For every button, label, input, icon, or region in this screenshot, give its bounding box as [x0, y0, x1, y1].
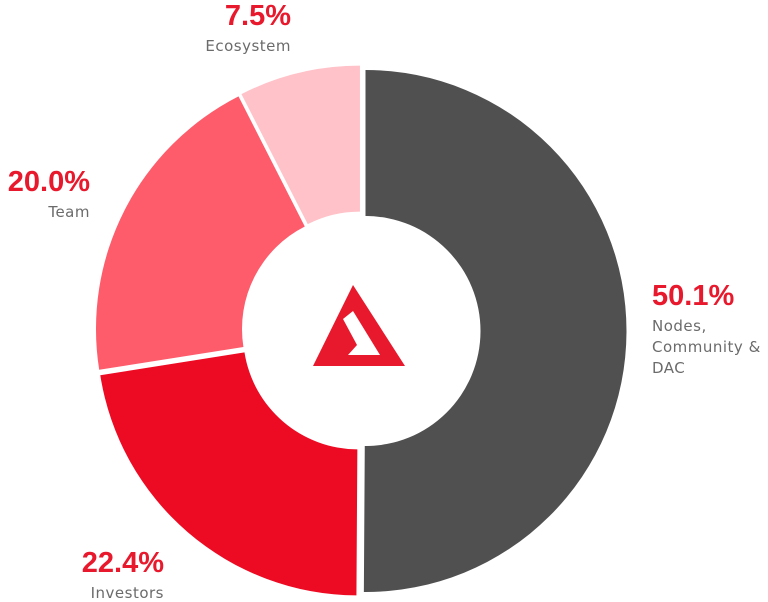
nodes-community-dac-label: Nodes,: [652, 317, 707, 335]
donut-slice: [100, 352, 358, 596]
nodes-percent-label: 50.1%: [652, 280, 734, 312]
ecosystem-label: Ecosystem: [205, 37, 291, 55]
ecosystem-percent-label: 7.5%: [225, 0, 291, 32]
slice-labels: 50.1% Nodes, Community & DAC 22.4% Investors 2…: [8, 0, 761, 602]
donut-slice: [241, 65, 360, 225]
nodes-community-dac-label: Community &: [652, 338, 761, 356]
team-percent-label: 20.0%: [8, 166, 90, 198]
donut-slices: [95, 65, 627, 596]
investors-label: Investors: [91, 584, 164, 602]
investors-percent-label: 22.4%: [82, 547, 164, 579]
donut-slice: [95, 96, 305, 370]
donut-slice: [363, 70, 627, 593]
team-label: Team: [47, 203, 90, 221]
triangle-logo-icon: [313, 285, 405, 366]
donut-hole: [246, 216, 476, 446]
nodes-community-dac-label: DAC: [652, 359, 685, 377]
